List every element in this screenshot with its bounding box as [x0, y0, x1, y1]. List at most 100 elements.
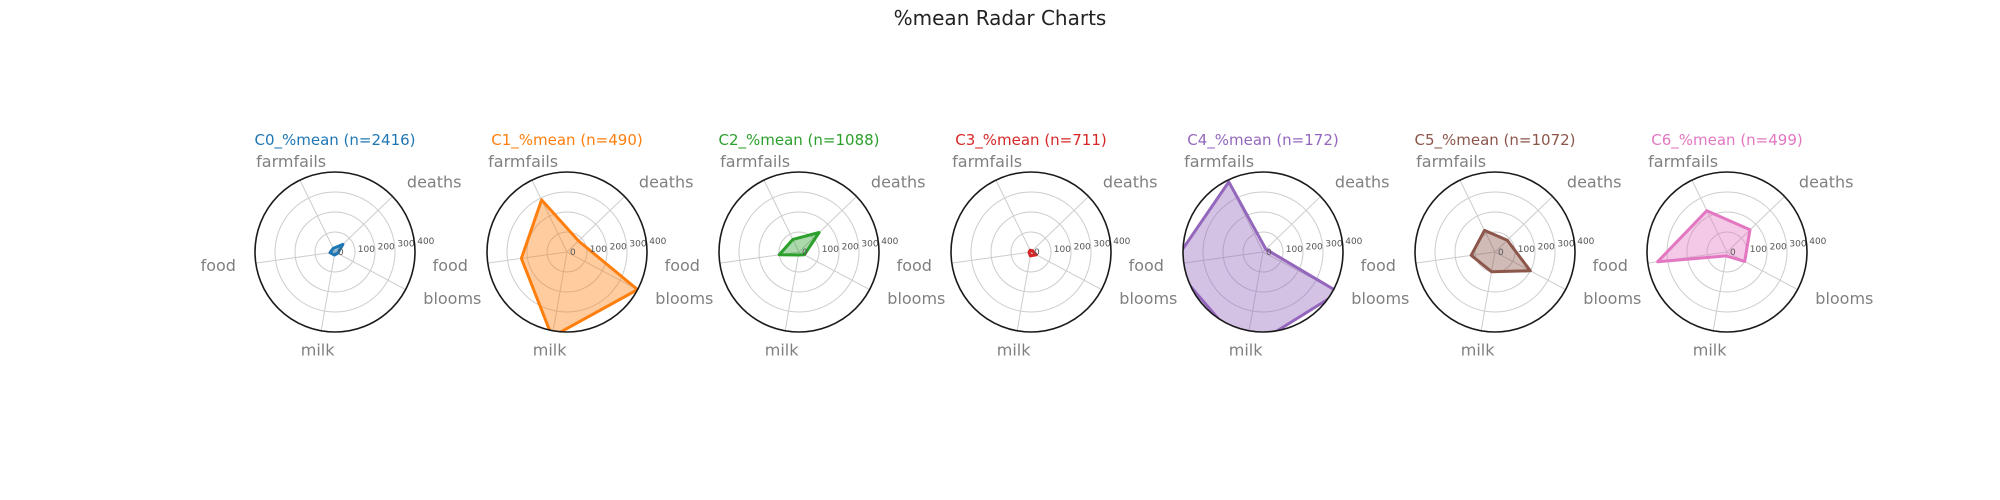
r-tick-label: 400 [1345, 237, 1362, 247]
r-tick-label: 0 [338, 248, 344, 258]
axis-label-farmfails: farmfails [1648, 152, 1718, 171]
grid-ring [314, 231, 356, 273]
radar-chart-1: 0 100 200 300 400 deaths farmfails food milk bloo… [433, 131, 714, 359]
grid-ring [1686, 211, 1768, 293]
r-tick-label: 100 [358, 245, 375, 255]
r-tick-label: 400 [417, 237, 434, 247]
axis-label-farmfails: farmfails [1184, 152, 1254, 171]
r-tick-label: 400 [1809, 237, 1826, 247]
axis-label-farmfails: farmfails [256, 152, 326, 171]
grid-spoke [1480, 251, 1496, 331]
grid-ring [526, 211, 608, 293]
r-tick-label: 0 [1266, 248, 1272, 258]
axis-label-blooms: blooms [887, 289, 945, 308]
grid-ring [1454, 211, 1536, 293]
series-polygon [777, 231, 821, 257]
grid-spoke [1712, 251, 1728, 331]
radar-chart-6: 0 100 200 300 400 deaths farmfails food milk bloo… [1593, 131, 1874, 359]
grid-spoke [1030, 196, 1089, 253]
axis-label-food: food [665, 256, 700, 275]
outer-ring [950, 171, 1112, 333]
grid-ring [738, 191, 860, 313]
radar-chart-4: 0 100 200 300 400 deaths farmfails food milk bloo… [1129, 131, 1410, 359]
grid-ring [778, 231, 820, 273]
series-polygon [1027, 248, 1038, 258]
grid-spoke [798, 251, 870, 290]
series-polygon [1469, 228, 1532, 274]
chart-subtitle: C2_%mean (n=1088) [718, 131, 879, 150]
figure-title: %mean Radar Charts [893, 6, 1107, 30]
chart-subtitle: C6_%mean (n=499) [1651, 131, 1803, 150]
axis-label-milk: milk [1461, 340, 1495, 359]
axis-label-deaths: deaths [639, 173, 694, 192]
axis-label-blooms: blooms [1815, 289, 1873, 308]
axis-label-milk: milk [533, 340, 567, 359]
grid-ring [758, 211, 840, 293]
r-tick-label: 100 [1054, 245, 1071, 255]
r-tick-label: 300 [1557, 240, 1574, 250]
axis-label-blooms: blooms [1351, 289, 1409, 308]
axis-label-blooms: blooms [423, 289, 481, 308]
radar-chart-2: 0 100 200 300 400 deaths farmfails food milk bloo… [665, 131, 946, 359]
axis-label-deaths: deaths [407, 173, 462, 192]
radar-chart-0: 0 100 200 300 400 deaths farmfails food milk bloo… [201, 131, 482, 359]
axis-label-blooms: blooms [1583, 289, 1641, 308]
series-polygon [1183, 180, 1341, 332]
axis-label-milk: milk [301, 340, 335, 359]
chart-subtitle: C1_%mean (n=490) [491, 131, 643, 150]
axis-label-deaths: deaths [1103, 173, 1158, 192]
grid-ring [1010, 231, 1052, 273]
axis-label-farmfails: farmfails [488, 152, 558, 171]
chart-subtitle: C3_%mean (n=711) [955, 131, 1107, 150]
r-tick-label: 100 [1750, 245, 1767, 255]
axis-label-milk: milk [1693, 340, 1727, 359]
grid-spoke [334, 196, 393, 253]
r-tick-label: 300 [1325, 240, 1342, 250]
axis-label-milk: milk [765, 340, 799, 359]
grid-spoke [1016, 251, 1032, 331]
grid-spoke [1459, 179, 1496, 253]
outer-ring [486, 171, 648, 333]
series-polygon [519, 198, 640, 332]
grid-spoke [566, 251, 638, 290]
r-tick-label: 0 [1730, 248, 1736, 258]
chart-subtitle: C0_%mean (n=2416) [254, 131, 415, 150]
r-tick-label: 400 [649, 237, 666, 247]
outer-ring [718, 171, 880, 333]
outer-ring [1414, 171, 1576, 333]
r-tick-label: 300 [1093, 240, 1110, 250]
axis-label-deaths: deaths [1335, 173, 1390, 192]
r-tick-label: 200 [1074, 242, 1091, 252]
grid-spoke [1415, 251, 1496, 264]
r-tick-label: 300 [1789, 240, 1806, 250]
axis-label-deaths: deaths [1567, 173, 1622, 192]
grid-spoke [784, 251, 800, 331]
grid-spoke [255, 251, 336, 264]
r-tick-label: 200 [1306, 242, 1323, 252]
r-tick-label: 200 [842, 242, 859, 252]
grid-ring [970, 191, 1092, 313]
r-tick-label: 200 [1770, 242, 1787, 252]
axis-label-food: food [1593, 256, 1628, 275]
series-polygon [1656, 209, 1752, 264]
r-tick-label: 0 [1034, 248, 1040, 258]
axis-label-blooms: blooms [1119, 289, 1177, 308]
grid-ring [546, 231, 588, 273]
r-tick-label: 300 [629, 240, 646, 250]
outer-ring [254, 171, 416, 333]
axis-label-farmfails: farmfails [952, 152, 1022, 171]
grid-ring [274, 191, 396, 313]
axis-label-farmfails: farmfails [720, 152, 790, 171]
grid-spoke [1691, 179, 1728, 253]
axis-label-food: food [433, 256, 468, 275]
grid-spoke [320, 251, 336, 331]
chart-subtitle: C5_%mean (n=1072) [1414, 131, 1575, 150]
grid-spoke [1183, 251, 1264, 264]
series-polygon [328, 242, 345, 257]
grid-spoke [1262, 196, 1321, 253]
axis-label-milk: milk [997, 340, 1031, 359]
axis-label-food: food [897, 256, 932, 275]
grid-spoke [951, 251, 1032, 264]
r-tick-label: 0 [802, 248, 808, 258]
